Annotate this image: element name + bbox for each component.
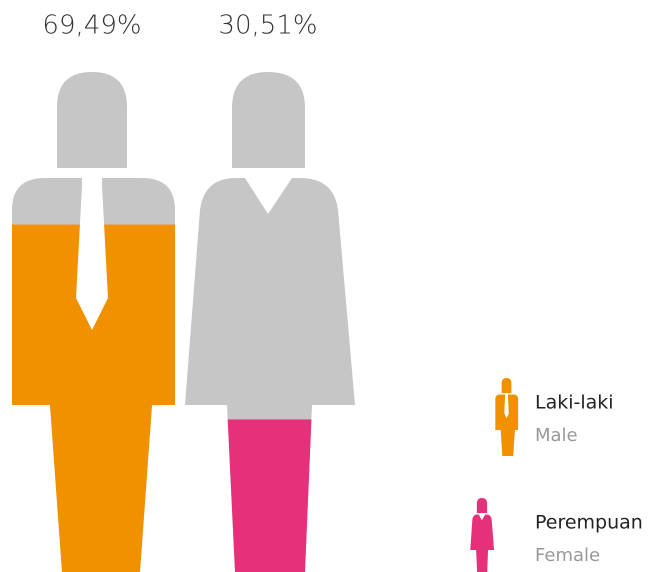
chart: 69,49% Laki-laki Male 30,51% Perempuan Female: [0, 0, 669, 572]
legend-label: Perempuan: [535, 512, 643, 534]
legend-sublabel: Female: [535, 545, 600, 566]
figure-head: [57, 72, 127, 168]
legend-sublabel: Male: [535, 425, 578, 446]
value-label: 69,49%: [42, 11, 141, 41]
figure-head: [232, 72, 305, 168]
legend-label: Laki-laki: [535, 392, 614, 414]
legend-icon: [495, 378, 518, 456]
value-label: 30,51%: [218, 11, 317, 41]
legend-icon: [470, 498, 494, 572]
